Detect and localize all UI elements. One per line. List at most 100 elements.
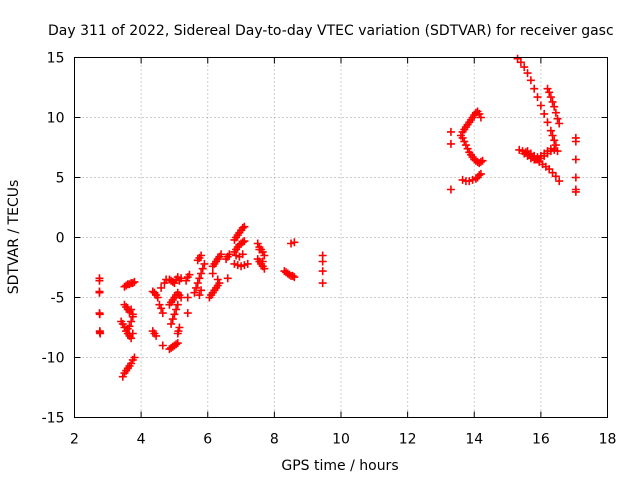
data-point	[553, 114, 562, 123]
series-sat-m	[190, 259, 209, 297]
y-tick-label: 0	[56, 231, 65, 247]
data-point	[200, 259, 209, 268]
data-point	[253, 239, 262, 248]
data-point	[172, 340, 181, 349]
data-point	[260, 264, 269, 273]
data-point	[130, 353, 139, 362]
data-point	[536, 101, 545, 110]
series-sat-h	[158, 339, 182, 354]
x-tick-label: 18	[599, 432, 617, 448]
data-point	[158, 341, 167, 350]
series-sat-af	[543, 84, 564, 128]
data-point	[446, 127, 455, 136]
data-point	[197, 286, 206, 295]
data-point	[183, 309, 192, 318]
data-point	[185, 270, 194, 279]
data-point	[195, 291, 204, 300]
data-point	[128, 310, 137, 319]
y-tick-label: 5	[56, 171, 65, 187]
series-sat-z	[458, 133, 487, 168]
data-point	[520, 63, 529, 72]
data-point	[318, 267, 327, 276]
grid	[74, 57, 608, 418]
data-point	[170, 279, 179, 288]
data-point	[476, 169, 485, 178]
series-sat-t	[230, 250, 252, 271]
data-point	[238, 223, 247, 232]
x-tick-label: 6	[203, 432, 212, 448]
data-point	[318, 279, 327, 288]
data-point	[458, 133, 467, 142]
data-point	[197, 269, 206, 278]
data-point	[208, 269, 217, 278]
data-point	[238, 250, 247, 259]
y-tick-label: -5	[51, 291, 65, 307]
data-point	[175, 323, 184, 332]
data-point	[127, 305, 136, 314]
x-tick-label: 4	[137, 432, 146, 448]
series-sat-u	[253, 239, 269, 273]
series-sat-n	[193, 251, 206, 300]
data-point	[546, 126, 555, 135]
data-point	[160, 279, 169, 288]
data-point	[195, 274, 204, 283]
data-point	[127, 359, 136, 368]
series-sat-e	[120, 277, 139, 291]
data-point	[555, 119, 564, 128]
data-point	[571, 155, 580, 164]
data-point	[255, 245, 264, 254]
data-point	[540, 109, 549, 118]
data-point	[526, 76, 535, 85]
data-point	[173, 300, 182, 309]
data-point	[96, 329, 105, 338]
y-tick-label: -10	[42, 351, 65, 367]
data-point	[238, 238, 247, 247]
series-sat-a	[95, 274, 105, 338]
data-point	[478, 156, 487, 165]
data-point	[550, 136, 559, 145]
data-point	[95, 310, 104, 319]
data-point	[172, 305, 181, 314]
data-point	[118, 319, 127, 328]
data-point	[551, 172, 560, 181]
series-sat-g	[148, 300, 167, 340]
series-sat-l	[182, 270, 194, 318]
data-point	[157, 304, 166, 313]
series-sat-o	[205, 279, 224, 302]
data-point	[553, 147, 562, 156]
data-point	[571, 187, 580, 196]
x-tick-labels: 2 4 6 8 10 12 14 16 18	[70, 432, 616, 448]
series-sat-p	[208, 250, 226, 284]
data-point	[198, 264, 207, 273]
data-point	[290, 273, 299, 282]
data-point	[546, 144, 555, 153]
series-sat-y	[456, 107, 485, 140]
data-point	[174, 327, 183, 336]
data-point	[530, 84, 539, 93]
data-point	[571, 173, 580, 182]
data-point	[318, 257, 327, 266]
data-point	[240, 222, 249, 231]
x-tick-label: 8	[270, 432, 279, 448]
data-point	[461, 141, 470, 150]
x-tick-label: 16	[532, 432, 550, 448]
data-point	[193, 279, 202, 288]
data-point	[95, 288, 104, 297]
series-sat-ae	[523, 144, 555, 162]
data-point	[463, 144, 472, 153]
data-point	[288, 271, 297, 280]
y-axis-label: SDTVAR / TECUs	[6, 180, 22, 295]
y-tick-labels: -15 -10 -5 0 5 10 15	[42, 51, 65, 427]
data-point	[127, 334, 136, 343]
plot-frame	[74, 57, 608, 418]
data-point	[550, 102, 559, 111]
data-point	[183, 293, 192, 302]
x-axis-label: GPS time / hours	[281, 458, 398, 474]
data-point	[158, 309, 167, 318]
y-tick-label: 10	[47, 111, 65, 127]
data-point	[260, 251, 269, 260]
series-sat-s	[230, 237, 249, 256]
series-sat-i	[167, 300, 184, 338]
data-point	[153, 293, 162, 302]
data-point	[548, 131, 557, 140]
